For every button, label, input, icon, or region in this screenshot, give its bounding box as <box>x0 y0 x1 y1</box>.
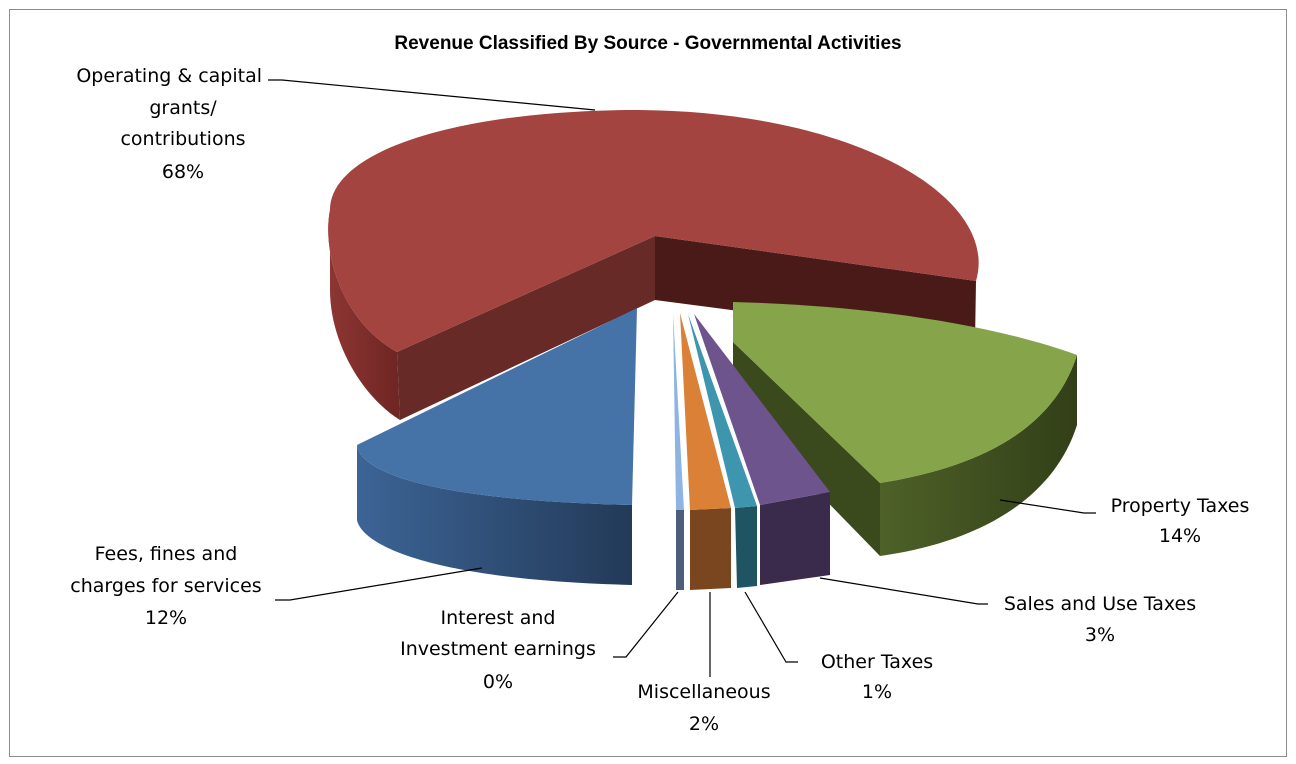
slice-property-taxes-inner-wall <box>733 342 880 556</box>
data-label-fees-line2: charges for services <box>70 575 261 597</box>
data-label-other: Other Taxes 1% <box>821 651 933 703</box>
slice-fees-fines-side <box>357 445 632 585</box>
data-label-operating: Operating & capital grants/ contribution… <box>76 65 262 183</box>
leader-line-property <box>999 499 1096 514</box>
data-label-fees-line1: Fees, fines and <box>95 543 238 565</box>
chart-title: Revenue Classified By Source - Governmen… <box>394 33 901 54</box>
data-label-operating-line3: contributions <box>120 128 245 150</box>
slice-sales-use-taxes <box>694 314 830 585</box>
data-label-sales-percent: 3% <box>1085 624 1115 646</box>
slice-interest-earnings-top <box>673 313 684 510</box>
slice-sales-use-taxes-top <box>694 314 830 505</box>
data-label-property-percent: 14% <box>1159 525 1201 547</box>
data-label-interest: Interest and Investment earnings 0% <box>400 607 596 693</box>
data-label-operating-line2: grants/ <box>149 97 217 119</box>
slice-miscellaneous-side <box>690 508 731 590</box>
leader-line-operating <box>268 79 596 111</box>
slice-interest-earnings-side <box>676 510 684 590</box>
slice-other-taxes-top <box>688 314 757 508</box>
data-label-misc-line1: Miscellaneous <box>637 681 770 703</box>
slice-property-taxes-side <box>880 355 1077 556</box>
data-label-misc: Miscellaneous 2% <box>637 681 770 735</box>
data-label-fees: Fees, fines and charges for services 12% <box>70 543 261 629</box>
slice-property-taxes-top <box>733 302 1077 483</box>
slice-operating-grants-side <box>328 210 400 420</box>
leader-line-other <box>744 591 798 663</box>
data-label-fees-percent: 12% <box>145 607 187 629</box>
data-label-interest-percent: 0% <box>483 671 513 693</box>
slice-fees-fines <box>357 308 637 585</box>
data-label-interest-line1: Interest and <box>440 607 555 629</box>
data-label-property: Property Taxes 14% <box>1111 495 1250 547</box>
slice-sales-use-taxes-side <box>760 492 830 585</box>
slice-other-taxes-side <box>735 506 757 588</box>
data-label-other-percent: 1% <box>862 681 892 703</box>
slice-miscellaneous-top <box>680 313 731 510</box>
data-label-property-line1: Property Taxes <box>1111 495 1250 517</box>
slice-miscellaneous <box>680 313 731 590</box>
slice-fees-fines-top <box>357 308 637 505</box>
chart-border <box>9 9 1287 757</box>
data-label-operating-percent: 68% <box>162 161 204 183</box>
slice-interest-earnings <box>673 313 684 590</box>
data-label-sales: Sales and Use Taxes 3% <box>1004 593 1196 646</box>
leader-line-interest <box>613 591 679 658</box>
data-label-operating-line1: Operating & capital <box>76 65 262 87</box>
slice-operating-grants-inner-wall <box>397 236 655 420</box>
data-label-sales-line1: Sales and Use Taxes <box>1004 593 1196 615</box>
leader-line-sales <box>819 577 988 605</box>
data-label-interest-line2: Investment earnings <box>400 638 596 660</box>
slice-other-taxes <box>688 314 757 588</box>
data-label-other-line1: Other Taxes <box>821 651 933 673</box>
slice-operating-grants-top <box>328 110 979 352</box>
data-label-misc-percent: 2% <box>689 713 719 735</box>
leader-line-fees <box>275 567 483 601</box>
slice-property-taxes <box>733 302 1077 556</box>
